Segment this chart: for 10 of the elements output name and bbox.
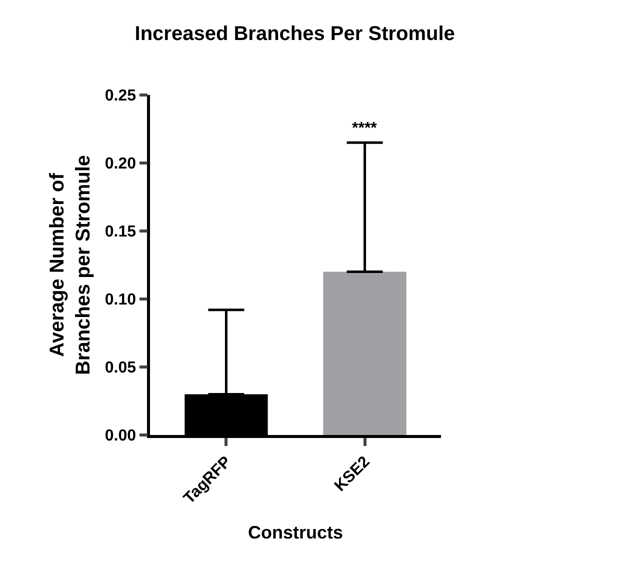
y-tick-label: 0.15: [104, 224, 136, 241]
y-tick-label: 0.25: [104, 88, 136, 105]
x-axis-title: Constructs: [248, 522, 344, 542]
y-axis-title: Average Number of Branches per Stromule: [46, 154, 94, 376]
y-tick-label: 0.20: [104, 156, 136, 173]
annotation: ****: [352, 120, 378, 137]
chart-title: Increased Branches Per Stromule: [134, 22, 455, 45]
y-tick-label: 0.10: [104, 292, 136, 309]
y-tick-label: 0.00: [104, 428, 136, 445]
y-tick-label: 0.05: [104, 360, 136, 377]
